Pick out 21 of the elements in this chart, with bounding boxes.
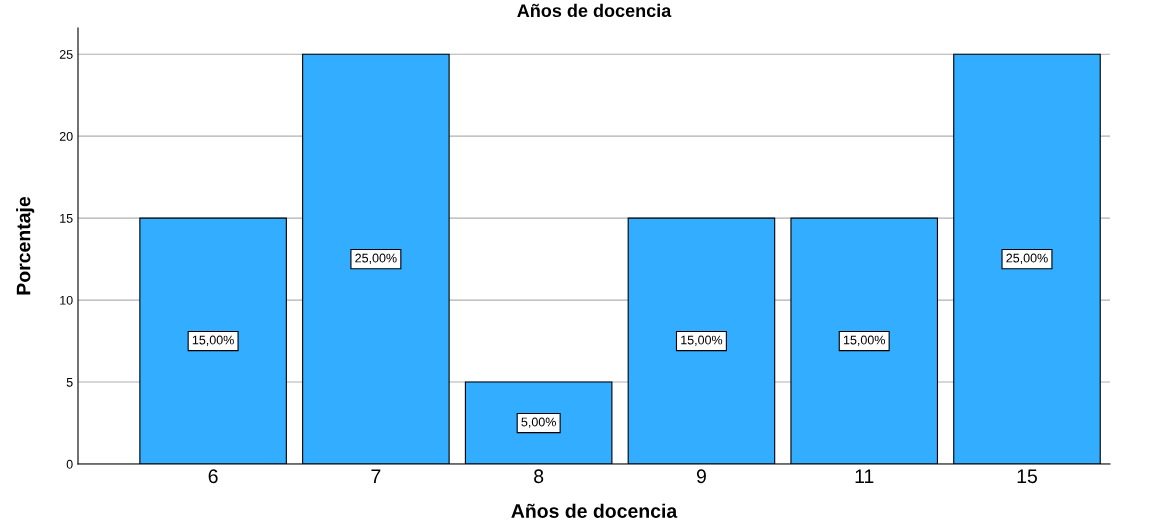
x-tick-label: 8 [534, 469, 544, 484]
data-label: 15,00% [681, 335, 723, 346]
y-tick-label: 25 [59, 50, 73, 59]
y-tick-label: 15 [60, 214, 73, 223]
x-tick-label: 6 [208, 469, 218, 484]
y-tick-label: 10 [60, 295, 73, 305]
chart-title: Años de docencia [517, 3, 672, 18]
data-label: 25,00% [1006, 253, 1048, 264]
y-tick-label: 0 [66, 459, 73, 469]
y-tick-label: 5 [66, 377, 73, 387]
data-label: 5,00% [521, 417, 556, 428]
data-label: 15,00% [192, 335, 234, 346]
x-tick-label: 9 [696, 469, 706, 484]
data-label: 25,00% [355, 253, 397, 264]
y-tick-label: 20 [59, 131, 73, 141]
x-axis-title: Años de docencia [511, 503, 678, 518]
x-tick-label: 11 [855, 469, 874, 483]
y-axis-title: Porcentaje [16, 196, 35, 295]
data-label: 15,00% [843, 335, 885, 346]
x-tick-label: 15 [1017, 469, 1037, 484]
x-tick-label: 7 [371, 469, 381, 483]
